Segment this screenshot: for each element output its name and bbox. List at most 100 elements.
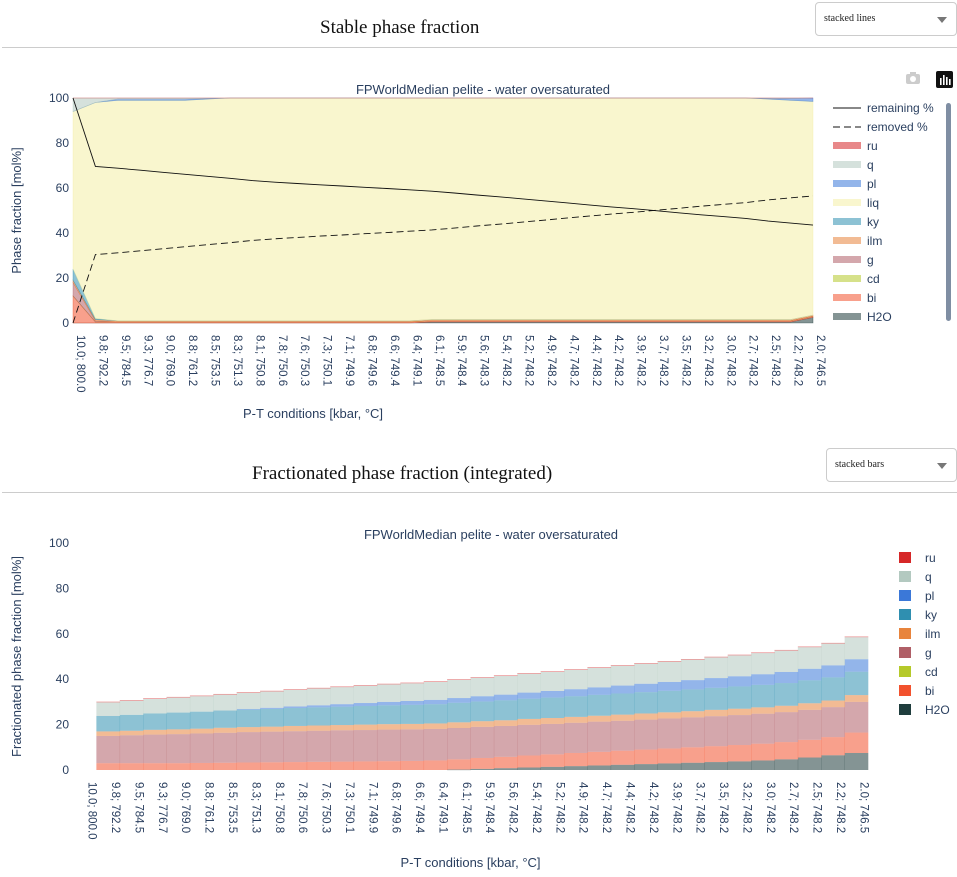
legend-item[interactable]: bi xyxy=(899,684,934,698)
bar-q xyxy=(400,683,425,701)
bar-g xyxy=(470,726,495,758)
bar-ilm xyxy=(774,705,799,713)
bar-bi xyxy=(283,762,308,770)
x-tick-label: 7.1; 749.9 xyxy=(366,782,378,833)
x-tick-label: 7.6; 750.3 xyxy=(320,782,332,833)
x-tick-label: 8.5; 753.5 xyxy=(226,782,238,833)
legend-swatch xyxy=(899,552,911,563)
bar-g xyxy=(353,730,378,762)
bar-ilm xyxy=(564,716,588,723)
bar-H2O xyxy=(470,768,495,770)
bar-ilm xyxy=(821,700,845,708)
bar-pl xyxy=(774,671,799,684)
x-tick-label: 3.2; 748.2 xyxy=(702,335,714,386)
bar-ilm xyxy=(166,729,191,735)
legend-item[interactable]: bi xyxy=(833,291,876,305)
x-tick-label: 8.3; 751.3 xyxy=(249,782,261,833)
bar-bi xyxy=(260,762,284,770)
legend-label: ky xyxy=(867,215,879,229)
chart-title: FPWorldMedian pelite - water oversaturat… xyxy=(356,82,610,97)
bar-g xyxy=(283,731,308,763)
bar-pl xyxy=(704,678,728,688)
camera-icon[interactable] xyxy=(906,72,920,84)
x-tick-label: 5.4; 748.2 xyxy=(500,335,512,386)
legend-item[interactable]: cd xyxy=(899,665,938,679)
bar-ky xyxy=(96,715,121,732)
legend-swatch xyxy=(899,666,911,677)
legend-item[interactable]: ky xyxy=(899,608,937,622)
legend-label: bi xyxy=(925,684,934,698)
bar-ru xyxy=(751,652,775,654)
bar-ky xyxy=(470,701,495,722)
bar-H2O xyxy=(727,761,752,770)
bar-ru xyxy=(353,685,378,686)
legend-item[interactable]: ru xyxy=(833,139,878,153)
bar-pl xyxy=(236,708,261,710)
x-tick-label: 2.5; 748.2 xyxy=(811,782,823,833)
legend-swatch xyxy=(899,609,911,620)
x-tick-label: 10.0; 800.0 xyxy=(86,782,98,840)
bar-ru xyxy=(119,700,144,701)
bar-pl xyxy=(353,703,378,706)
legend-item[interactable]: q xyxy=(899,570,932,584)
bar-bi xyxy=(353,761,378,770)
legend-scrollbar[interactable] xyxy=(946,103,951,321)
plot-style-dropdown-2[interactable]: stacked bars xyxy=(826,448,957,482)
bar-q xyxy=(821,643,845,666)
legend-label: H2O xyxy=(925,703,950,717)
bar-pl xyxy=(493,694,518,701)
bar-H2O xyxy=(447,769,471,771)
bar-bi xyxy=(470,757,495,769)
bar-pl xyxy=(657,681,682,691)
bar-q xyxy=(189,696,214,712)
x-tick-label: 9.8; 792.2 xyxy=(96,335,108,386)
bar-bi xyxy=(119,763,144,770)
bar-q xyxy=(727,655,752,677)
bar-pl xyxy=(376,701,401,706)
legend-item[interactable]: removed % xyxy=(833,120,928,134)
bar-ilm xyxy=(540,718,565,724)
bar-g xyxy=(166,734,191,764)
bar-g xyxy=(260,731,284,763)
bar-pl xyxy=(470,696,495,702)
plotly-logo-icon[interactable] xyxy=(936,71,953,88)
x-tick-label: 7.6; 750.3 xyxy=(298,335,310,386)
bar-q xyxy=(774,650,799,672)
legend-item[interactable]: ilm xyxy=(833,234,882,248)
fractionated-phase-chart: FPWorldMedian pelite - water oversaturat… xyxy=(9,527,950,870)
x-tick-label: 4.2; 748.2 xyxy=(647,782,659,833)
bar-pl xyxy=(727,676,752,687)
bar-g xyxy=(727,715,752,746)
bar-q xyxy=(680,659,705,681)
bar-ru xyxy=(400,682,425,684)
plot-style-dropdown-1[interactable]: stacked lines xyxy=(815,2,957,36)
bar-H2O xyxy=(774,759,799,770)
bar-bi xyxy=(493,756,518,769)
legend-item[interactable]: ky xyxy=(833,215,879,229)
x-tick-label: 4.4; 748.2 xyxy=(623,782,635,833)
bar-bi xyxy=(821,737,845,756)
bar-q xyxy=(330,687,354,705)
legend-item[interactable]: liq xyxy=(833,196,879,210)
legend-item[interactable]: pl xyxy=(833,177,876,191)
legend-item[interactable]: cd xyxy=(833,272,880,286)
legend-item[interactable]: g xyxy=(833,253,874,267)
bar-ru xyxy=(564,669,588,670)
x-tick-label: 9.3; 776.7 xyxy=(141,335,153,386)
y-axis-title: Phase fraction [mol%] xyxy=(9,147,24,273)
x-tick-label: 7.1; 749.9 xyxy=(343,335,355,386)
legend-item[interactable]: H2O xyxy=(899,703,950,717)
chevron-down-icon xyxy=(937,463,947,469)
legend-item[interactable]: q xyxy=(833,158,874,172)
legend-item[interactable]: ilm xyxy=(899,627,940,641)
legend-item[interactable]: remaining % xyxy=(833,101,934,115)
legend-item[interactable]: ru xyxy=(899,551,936,565)
legend-item[interactable]: H2O xyxy=(833,310,892,324)
legend-label: cd xyxy=(867,272,880,286)
bar-pl xyxy=(540,691,565,698)
legend-item[interactable]: g xyxy=(899,646,932,660)
bar-g xyxy=(751,713,775,744)
legend-item[interactable]: pl xyxy=(899,589,934,603)
bar-ky xyxy=(657,690,682,713)
bar-q xyxy=(657,661,682,682)
